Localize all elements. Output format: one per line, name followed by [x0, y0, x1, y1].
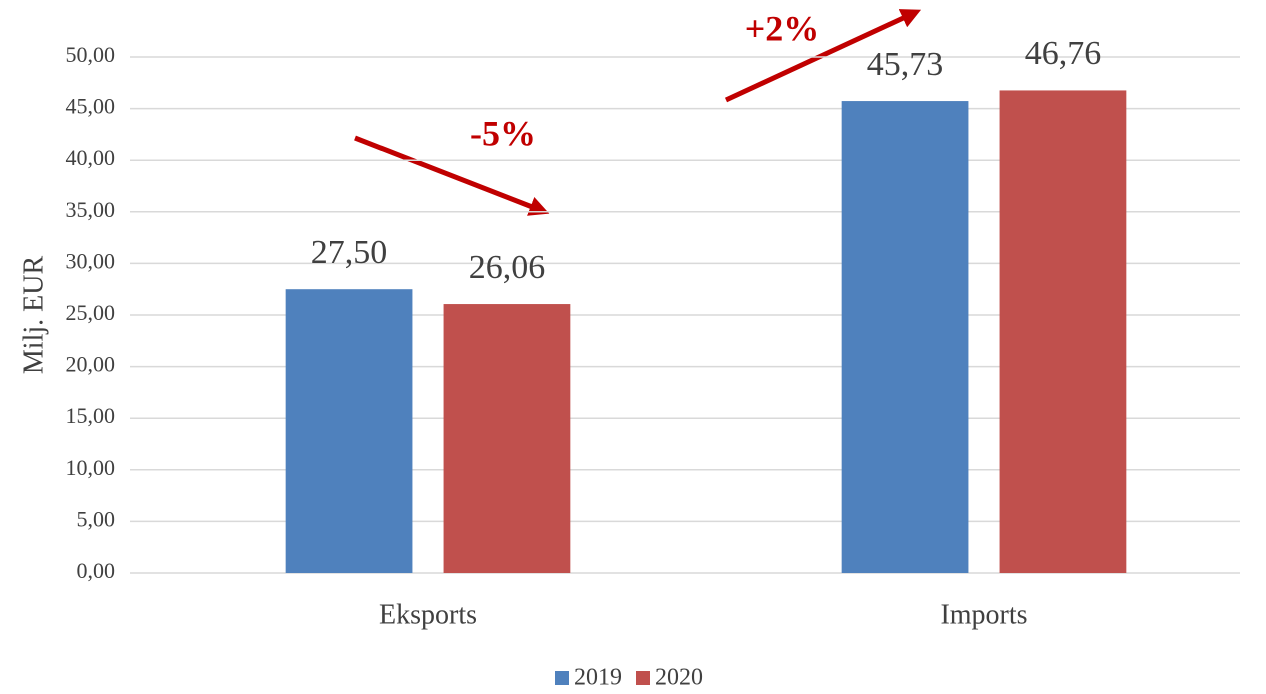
legend-label: 2019	[574, 665, 622, 691]
y-tick-label: 10,00	[66, 455, 116, 480]
y-tick-label: 30,00	[66, 248, 116, 273]
x-tick-label: Eksports	[379, 599, 477, 630]
y-tick-label: 40,00	[66, 145, 116, 170]
y-tick-label: 45,00	[66, 94, 116, 119]
y-tick-label: 5,00	[77, 506, 116, 531]
y-tick-label: 20,00	[66, 352, 116, 377]
bar	[841, 101, 969, 573]
data-label: 27,50	[311, 234, 388, 271]
data-label: 26,06	[469, 249, 546, 286]
annotation: +2%	[745, 8, 820, 48]
annotation: -5%	[470, 113, 536, 153]
y-tick-label: 15,00	[66, 403, 116, 428]
y-tick-label: 0,00	[77, 558, 116, 583]
data-label: 45,73	[867, 46, 944, 83]
y-tick-label: 35,00	[66, 197, 116, 222]
legend-swatch	[555, 671, 569, 685]
legend-label: 2020	[655, 665, 703, 691]
legend-swatch	[636, 671, 650, 685]
x-tick-label: Imports	[940, 599, 1027, 630]
bar	[443, 304, 571, 573]
data-label: 46,76	[1025, 35, 1102, 72]
bar	[285, 289, 413, 573]
y-axis-title: Milj. EUR	[18, 256, 49, 375]
bar	[999, 90, 1127, 573]
y-tick-label: 50,00	[66, 42, 116, 67]
y-tick-label: 25,00	[66, 300, 116, 325]
trend-arrow	[354, 135, 550, 216]
